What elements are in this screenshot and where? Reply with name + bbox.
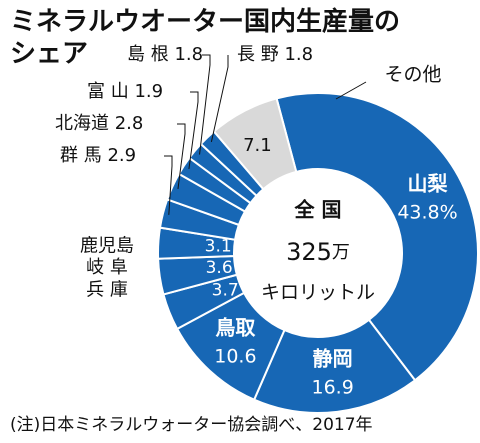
center-total-value: 325: [286, 238, 332, 266]
slice-label-7: 群 馬 2.9: [60, 145, 136, 166]
slice-value-4: 3.7: [212, 281, 239, 301]
center-total: 325万: [286, 238, 350, 266]
leader-line-12: [335, 81, 367, 100]
leader-line-11: [210, 55, 229, 142]
leader-line-8: [177, 123, 186, 189]
slice-name-1: 山梨: [408, 172, 449, 196]
slice-label-9: 富 山 1.9: [87, 81, 163, 102]
slice-name-2: 静岡: [313, 347, 353, 371]
donut-slice-2: [252, 318, 417, 414]
slice-value-1: 43.8%: [397, 202, 457, 224]
chart-title: ミネラルウオーター国内生産量の シェア: [10, 7, 401, 69]
slice-value-5: 3.6: [206, 258, 233, 278]
slice-name-5: 岐 阜: [86, 257, 128, 278]
slice-value-12: 7.1: [243, 135, 272, 156]
slice-label-11: 長 野 1.8: [237, 44, 313, 65]
center-total-unit: 万: [332, 242, 350, 263]
slice-name-4: 兵 庫: [86, 280, 128, 301]
center-label-national: 全 国: [294, 198, 342, 222]
slice-value-6: 3.1: [205, 237, 232, 257]
slice-value-3: 10.6: [214, 345, 256, 367]
leader-line-7: [164, 155, 173, 215]
slice-name-12: その他: [384, 64, 441, 86]
slice-name-3: 鳥取: [215, 315, 255, 339]
slice-label-8: 北海道 2.8: [55, 113, 143, 134]
center-label-unit: キロリットル: [261, 282, 375, 304]
donut-slice-12: [212, 97, 298, 191]
leader-line-9: [188, 91, 199, 170]
slice-name-6: 鹿児島: [80, 236, 134, 257]
donut-slice-1: [275, 92, 479, 382]
slice-value-2: 16.9: [312, 377, 354, 399]
source-note: (注)日本ミネラルウォーター協会調べ、2017年: [10, 415, 373, 435]
slice-label-10: 島 根 1.8: [127, 44, 203, 65]
leader-line-10: [199, 54, 211, 155]
